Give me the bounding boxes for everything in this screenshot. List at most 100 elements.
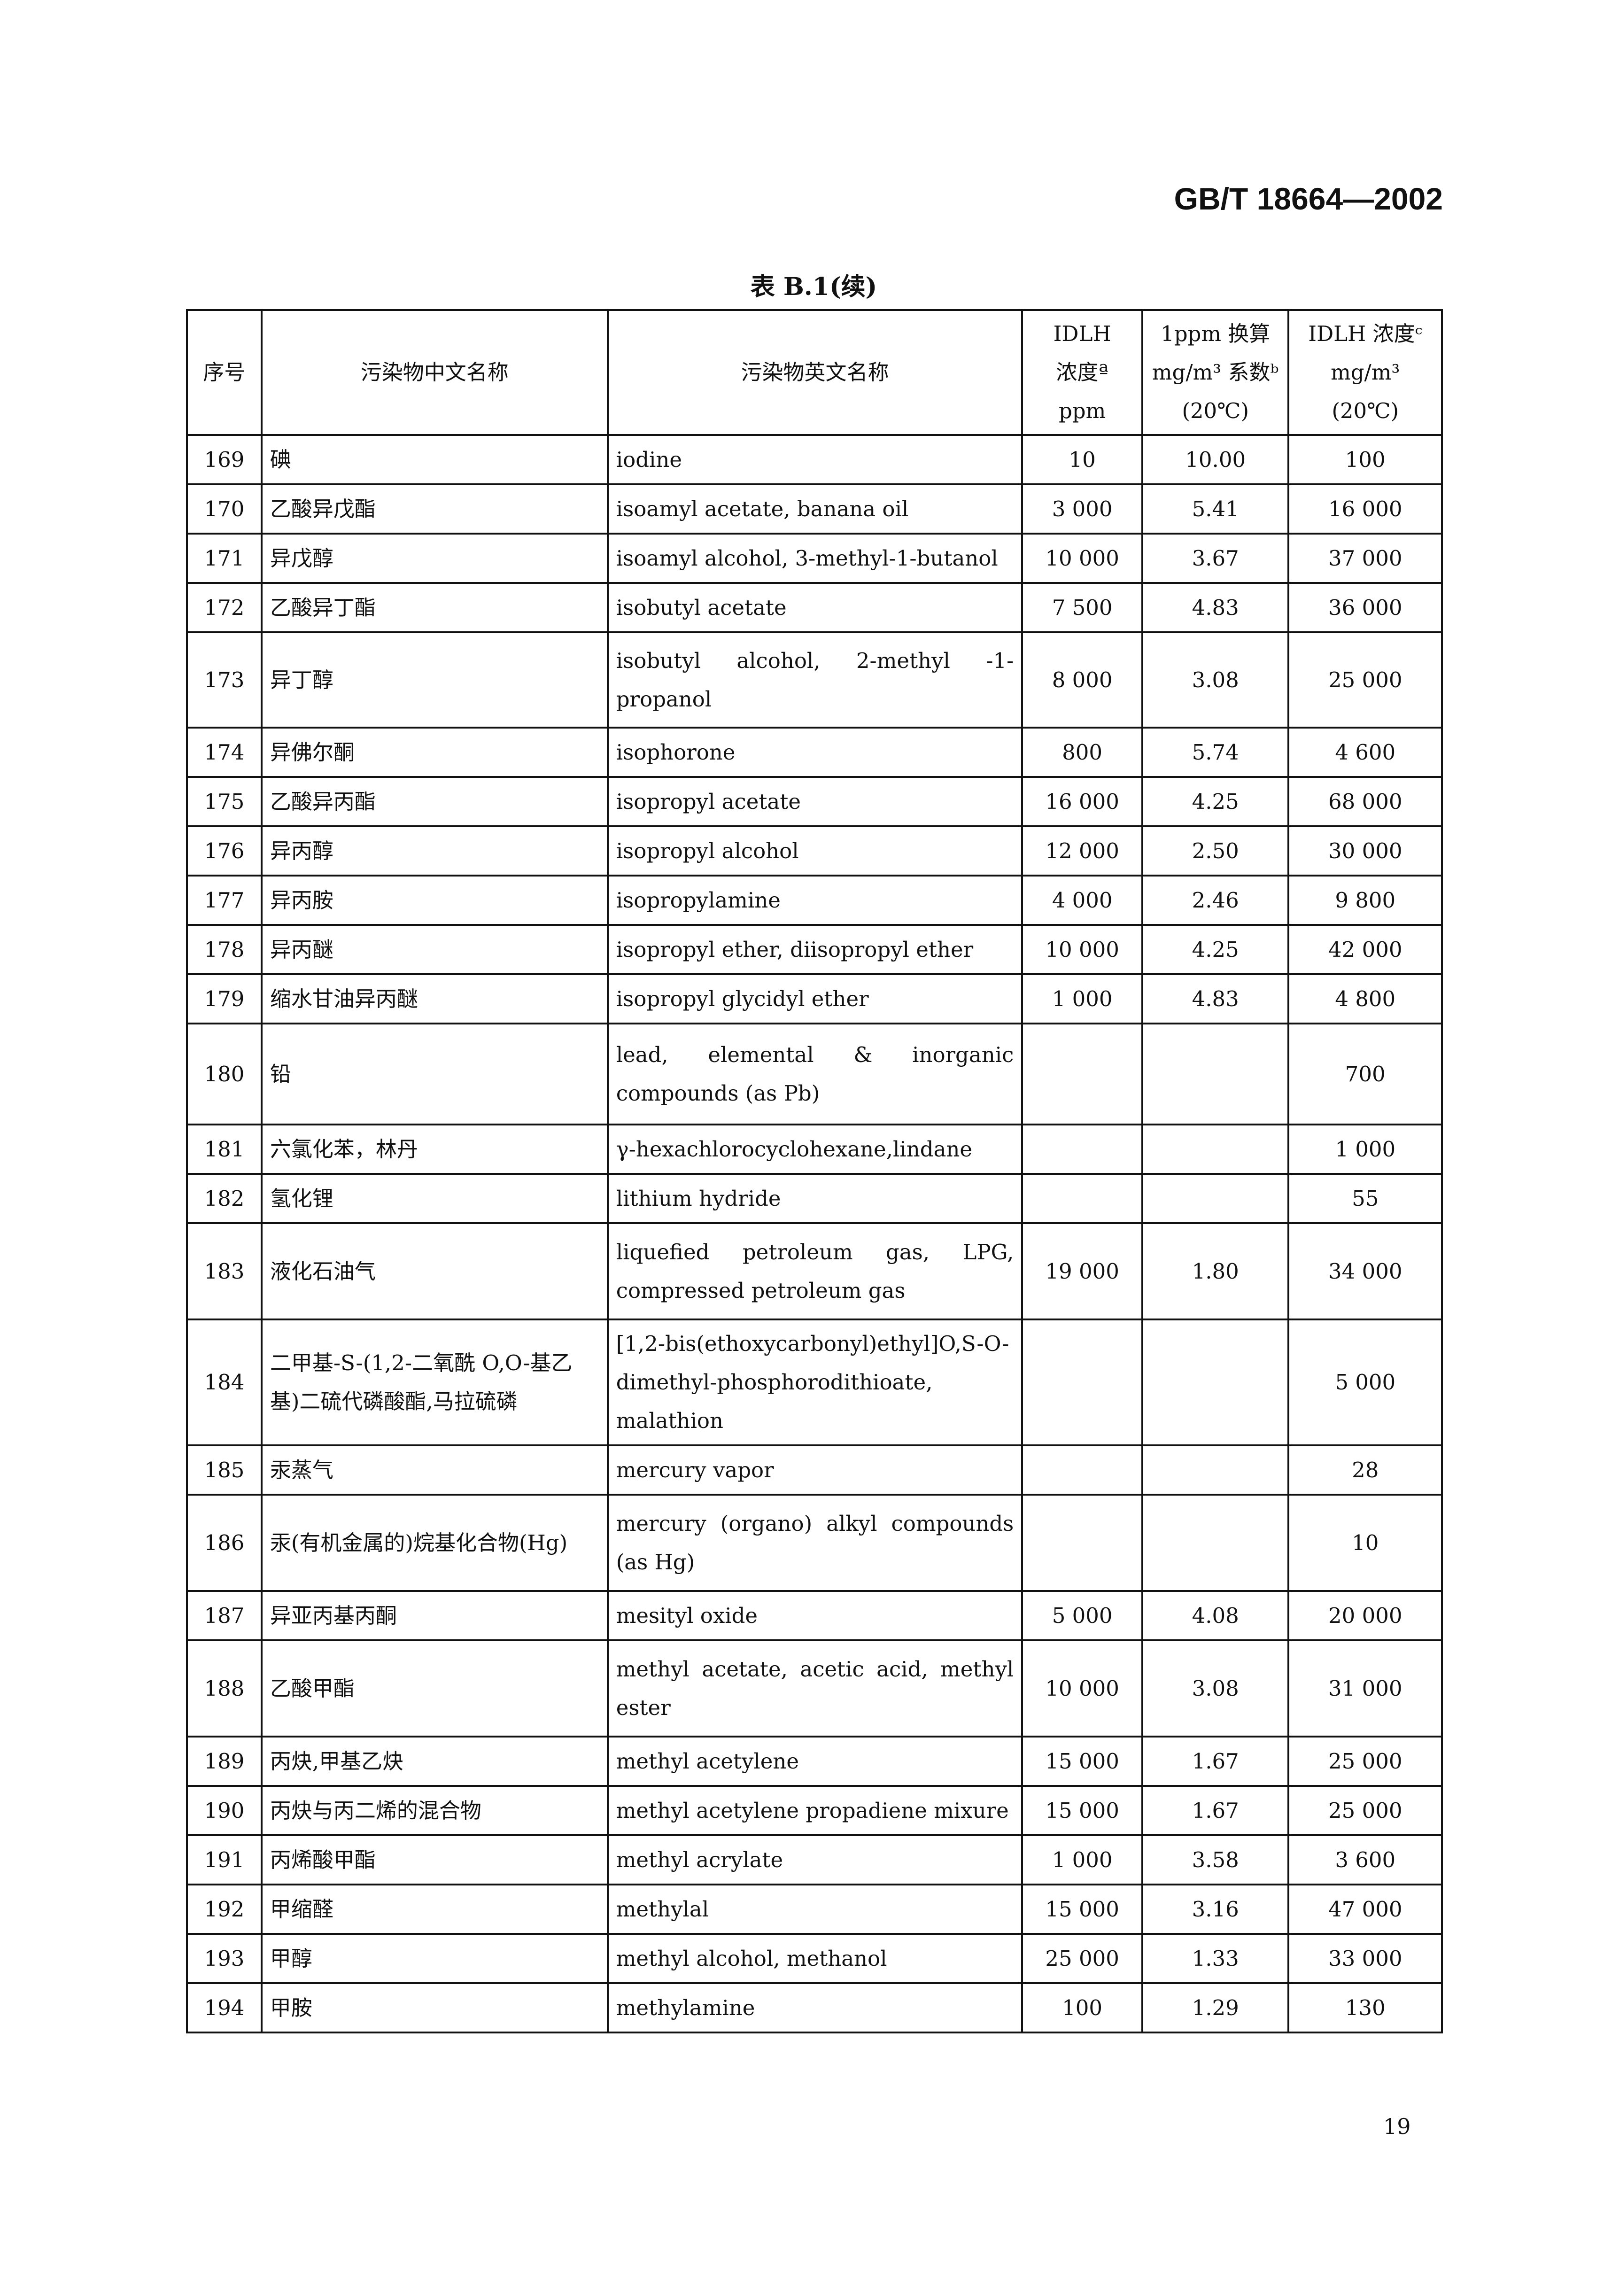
conversion-factor: 3.67: [1141, 533, 1290, 584]
chinese-name: 六氯化苯，林丹: [260, 1124, 609, 1175]
idlh-ppm: [1021, 1319, 1143, 1446]
english-name: isophorone: [606, 727, 1023, 778]
idlh-table: 序号 污染物中文名称 污染物英文名称 IDLH 浓度ª ppm 1ppm 换算 mg/m³ 系…: [186, 309, 1443, 2033]
conversion-factor: [1141, 1173, 1290, 1224]
idlh-ppm: [1021, 1173, 1143, 1224]
english-name: isopropyl alcohol: [606, 825, 1023, 877]
english-name: isopropyl glycidyl ether: [606, 973, 1023, 1024]
conversion-factor: 3.08: [1141, 631, 1290, 729]
chinese-name: 异丙醇: [260, 825, 609, 877]
table-row: 172 乙酸异丁酯 isobutyl acetate 7 500 4.83 36 000: [186, 582, 1443, 633]
idlh-mg: 4 800: [1287, 973, 1443, 1024]
conversion-factor: 3.58: [1141, 1834, 1290, 1885]
row-number: 186: [186, 1494, 263, 1592]
conversion-factor: 4.83: [1141, 582, 1290, 633]
row-number: 188: [186, 1639, 263, 1738]
conversion-factor: 4.25: [1141, 924, 1290, 975]
english-name: lead, elemental & inorganic compounds (a…: [606, 1023, 1023, 1125]
english-name: lithium hydride: [606, 1173, 1023, 1224]
conversion-factor: 5.74: [1141, 727, 1290, 778]
table-row: 179 缩水甘油异丙醚 isopropyl glycidyl ether 1 000 4…: [186, 973, 1443, 1024]
chinese-name: 异戊醇: [260, 533, 609, 584]
table-row: 174 异佛尔酮 isophorone 800 5.74 4 600: [186, 727, 1443, 778]
idlh-mg: 47 000: [1287, 1884, 1443, 1935]
english-name: isopropylamine: [606, 875, 1023, 926]
row-number: 172: [186, 582, 263, 633]
english-name: mercury (organo) alkyl compounds (as Hg): [606, 1494, 1023, 1592]
idlh-ppm: 10 000: [1021, 924, 1143, 975]
table-row: 186 汞(有机金属的)烷基化合物(Hg) mercury (organo) alk…: [186, 1494, 1443, 1592]
header-line: 1ppm 换算: [1161, 321, 1271, 346]
col-header-number: 序号: [186, 309, 263, 436]
chinese-name: 乙酸异丁酯: [260, 582, 609, 633]
row-number: 183: [186, 1222, 263, 1320]
col-header-idlh-ppm: IDLH 浓度ª ppm: [1021, 309, 1143, 436]
table-row: 187 异亚丙基丙酮 mesityl oxide 5 000 4.08 20 000: [186, 1590, 1443, 1641]
idlh-ppm: 15 000: [1021, 1736, 1143, 1787]
row-number: 187: [186, 1590, 263, 1641]
idlh-ppm: 5 000: [1021, 1590, 1143, 1641]
table-row: 184 二甲基-S-(1,2-二氧酰 O,O-基乙基)二硫代磷酸酯,马拉硫磷 [1,…: [186, 1319, 1443, 1446]
idlh-ppm: 3 000: [1021, 483, 1143, 535]
table-row: 175 乙酸异丙酯 isopropyl acetate 16 000 4.25 68 00…: [186, 776, 1443, 827]
row-number: 189: [186, 1736, 263, 1787]
idlh-mg: 4 600: [1287, 727, 1443, 778]
row-number: 174: [186, 727, 263, 778]
idlh-ppm: 10 000: [1021, 533, 1143, 584]
table-row: 178 异丙醚 isopropyl ether, diisopropyl ether…: [186, 924, 1443, 975]
chinese-name: 甲醇: [260, 1933, 609, 1984]
row-number: 177: [186, 875, 263, 926]
table-row: 194 甲胺 methylamine 100 1.29 130: [186, 1982, 1443, 2033]
conversion-factor: [1141, 1444, 1290, 1496]
header-line: 浓度ª: [1056, 360, 1108, 385]
conversion-factor: [1141, 1319, 1290, 1446]
table-row: 188 乙酸甲酯 methyl acetate, acetic acid, meth…: [186, 1639, 1443, 1738]
chinese-name: 液化石油气: [260, 1222, 609, 1320]
idlh-mg: 42 000: [1287, 924, 1443, 975]
chinese-name: 铅: [260, 1023, 609, 1125]
idlh-ppm: [1021, 1444, 1143, 1496]
idlh-mg: 130: [1287, 1982, 1443, 2033]
row-number: 171: [186, 533, 263, 584]
idlh-ppm: 1 000: [1021, 1834, 1143, 1885]
row-number: 192: [186, 1884, 263, 1935]
table-row: 182 氢化锂 lithium hydride 55: [186, 1173, 1443, 1224]
row-number: 175: [186, 776, 263, 827]
chinese-name: 乙酸异丙酯: [260, 776, 609, 827]
header-line: (20℃): [1332, 398, 1399, 423]
idlh-ppm: [1021, 1124, 1143, 1175]
row-number: 181: [186, 1124, 263, 1175]
table-row: 173 异丁醇 isobutyl alcohol, 2-methyl -1-prop…: [186, 631, 1443, 729]
conversion-factor: 3.16: [1141, 1884, 1290, 1935]
chinese-name: 乙酸异戊酯: [260, 483, 609, 535]
conversion-factor: 1.67: [1141, 1785, 1290, 1836]
idlh-ppm: 10: [1021, 434, 1143, 485]
table-row: 181 六氯化苯，林丹 γ-hexachlorocyclohexane,lindan…: [186, 1124, 1443, 1175]
idlh-mg: 36 000: [1287, 582, 1443, 633]
row-number: 173: [186, 631, 263, 729]
table-row: 190 丙炔与丙二烯的混合物 methyl acetylene propadiene…: [186, 1785, 1443, 1836]
header-line: ppm: [1058, 398, 1106, 423]
conversion-factor: 4.83: [1141, 973, 1290, 1024]
english-name: mercury vapor: [606, 1444, 1023, 1496]
header-line: mg/m³ 系数ᵇ: [1152, 360, 1279, 385]
table-row: 185 汞蒸气 mercury vapor 28: [186, 1444, 1443, 1496]
english-name: isobutyl acetate: [606, 582, 1023, 633]
english-name: methyl acrylate: [606, 1834, 1023, 1885]
table-row: 191 丙烯酸甲酯 methyl acrylate 1 000 3.58 3 600: [186, 1834, 1443, 1885]
english-name: mesityl oxide: [606, 1590, 1023, 1641]
idlh-mg: 25 000: [1287, 631, 1443, 729]
col-header-conversion-factor: 1ppm 换算 mg/m³ 系数ᵇ (20℃): [1141, 309, 1290, 436]
row-number: 170: [186, 483, 263, 535]
conversion-factor: 4.25: [1141, 776, 1290, 827]
english-name: methyl acetylene: [606, 1736, 1023, 1787]
row-number: 178: [186, 924, 263, 975]
conversion-factor: 3.08: [1141, 1639, 1290, 1738]
row-number: 193: [186, 1933, 263, 1984]
english-name: isopropyl ether, diisopropyl ether: [606, 924, 1023, 975]
chinese-name: 汞蒸气: [260, 1444, 609, 1496]
english-name: isopropyl acetate: [606, 776, 1023, 827]
idlh-mg: 3 600: [1287, 1834, 1443, 1885]
table-caption: 表 B.1(续): [750, 272, 877, 301]
row-number: 176: [186, 825, 263, 877]
